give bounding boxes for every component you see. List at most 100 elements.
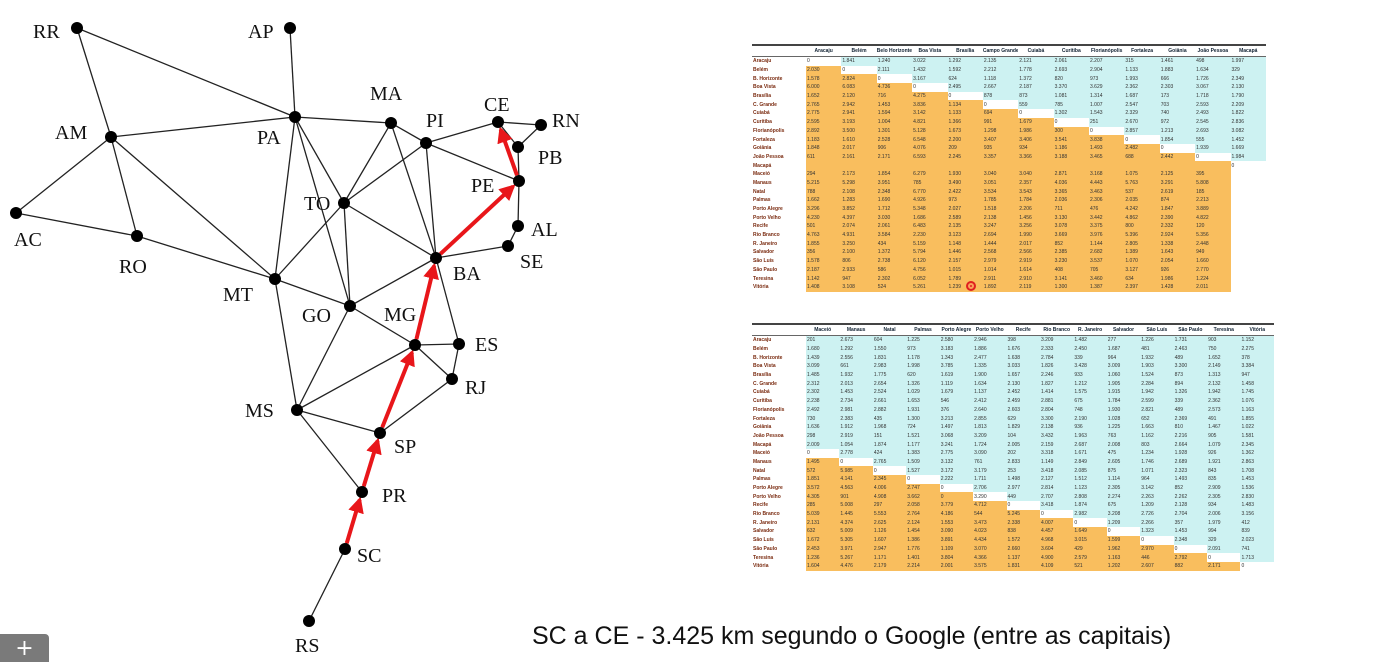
table-cell: 0	[1106, 527, 1141, 536]
table-cell: 2.390	[1159, 213, 1196, 223]
table-cell: 6.770	[912, 187, 948, 196]
table-cell: 1.209	[1140, 501, 1174, 510]
table-cell: 559	[1018, 100, 1054, 110]
table-cell: 1.483	[1240, 501, 1274, 510]
table-cell: 1.942	[1207, 388, 1241, 397]
row-header: João Pessoa	[752, 152, 806, 162]
table-cell: 3.366	[1018, 152, 1054, 162]
table-cell: 1.014	[982, 265, 1019, 275]
column-header: Aracaju	[806, 44, 842, 57]
table-cell: 2.667	[982, 83, 1019, 92]
table-cell: 1.784	[1018, 196, 1054, 205]
table-cell: 3.971	[839, 544, 873, 554]
table-cell: 2.640	[973, 405, 1007, 415]
table-row: Recife 501 2.074 2.061 6.483 2.135 3.247 3.256 3…	[752, 222, 1266, 231]
edge-TO-MT	[274, 202, 345, 280]
table-cell: 2.734	[839, 396, 873, 406]
table-row: Maceió 0 2.778 424 1.383 2.775 3.090 202 3.318 1.…	[752, 448, 1274, 458]
row-header: Macapá	[752, 161, 806, 170]
table-cell: 1.362	[1240, 448, 1274, 458]
table-cell: 2.061	[876, 222, 913, 231]
table-cell: 2.312	[806, 379, 840, 389]
table-cell: 185	[1195, 187, 1231, 196]
table-cell: 3.009	[1106, 362, 1141, 371]
table-cell: 1.454	[906, 527, 940, 536]
table-cell: 906	[876, 143, 913, 153]
table-cell: 6.548	[912, 135, 948, 144]
table-row: R. Janeiro 1.855 3.250 434 5.159 1.148 1.444 2.…	[752, 239, 1266, 249]
table-cell: 2.477	[973, 353, 1007, 363]
table-cell: 202	[1006, 448, 1040, 458]
table-cell: 3.078	[1053, 222, 1089, 231]
table-cell: 1.071	[1140, 466, 1174, 475]
table-cell: 1.521	[906, 431, 940, 441]
table-cell: 3.406	[1018, 135, 1054, 144]
table-cell: 703	[1159, 100, 1196, 110]
edge-MT-MS	[274, 278, 298, 411]
node-label-al: AL	[531, 219, 558, 241]
table-row: Fortaleza 730 2.383 435 1.300 3.213 2.855 629 3.…	[752, 414, 1274, 423]
table-cell: 151	[872, 431, 907, 441]
table-cell: 3.179	[973, 466, 1007, 475]
table-cell: 2.857	[1124, 126, 1160, 136]
edge-PA-TO	[294, 116, 345, 204]
table-cell: 1.148	[947, 239, 983, 249]
row-header: Vitória	[752, 282, 806, 292]
table-cell: 1.550	[872, 344, 907, 354]
table-cell: 1.446	[947, 248, 983, 257]
edge-MS-PR	[296, 409, 363, 493]
edge-RO-MT	[136, 235, 276, 280]
table-cell: 1.432	[912, 65, 948, 75]
table-cell: 1.493	[1089, 143, 1125, 153]
table-cell	[1230, 265, 1266, 275]
table-cell: 5.128	[912, 126, 948, 136]
table-cell: 838	[1006, 527, 1040, 536]
table-cell: 2.159	[1039, 440, 1074, 449]
table-cell: 1.029	[906, 388, 940, 397]
row-header: Porto Velho	[752, 213, 806, 223]
table-cell: 1.841	[841, 56, 877, 66]
node-label-sc: SC	[357, 545, 381, 567]
table-cell	[1053, 161, 1089, 170]
table-cell: 2.670	[1124, 117, 1160, 127]
table-cell: 3.142	[912, 109, 948, 118]
table-cell: 481	[1140, 344, 1174, 354]
table-cell: 2.579	[1073, 553, 1107, 562]
table-cell: 2.017	[841, 143, 877, 153]
column-header: Vitória	[1240, 323, 1274, 336]
table-cell: 3.230	[1053, 256, 1089, 266]
table-cell: 785	[1053, 100, 1089, 110]
table-cell: 1.134	[947, 100, 983, 110]
zoom-in-button[interactable]: +	[0, 634, 49, 662]
table-cell: 3.300	[1039, 414, 1074, 423]
table-cell: 926	[1159, 265, 1196, 275]
table-cell: 1.672	[806, 535, 840, 545]
table-row: São Luís 1.578 806 2.738 6.120 2.157 2.979 2.91…	[752, 256, 1266, 266]
table-cell: 4.006	[872, 483, 907, 493]
table-cell: 1.679	[1018, 117, 1054, 127]
table-cell: 3.442	[1089, 213, 1125, 223]
table-cell: 294	[806, 169, 842, 179]
table-cell: 1.076	[1240, 396, 1274, 406]
table-cell: 1.663	[1140, 422, 1174, 432]
table-cell: 1.326	[1173, 388, 1208, 397]
table-cell: 1.060	[1106, 370, 1141, 380]
table-cell: 1.553	[939, 518, 974, 528]
table-cell: 1.079	[1207, 440, 1241, 449]
node-pr	[356, 486, 368, 498]
table-cell: 1.619	[939, 370, 974, 380]
table-cell: 2.593	[1195, 100, 1231, 110]
table-cell: 3.123	[947, 230, 983, 240]
table-cell: 376	[939, 405, 974, 415]
table-cell: 2.130	[1230, 83, 1266, 92]
table-row: Belém 2.030 0 2.111 1.432 1.592 2.212 1.778 2.69…	[752, 65, 1266, 75]
node-ro	[131, 230, 143, 242]
table-cell: 1.313	[1207, 370, 1241, 380]
table-cell: 4.822	[1195, 213, 1231, 223]
table-cell: 1.594	[876, 109, 913, 118]
table-row: Macapá 2.009 1.054 1.874 1.177 3.241 1.724 2.00…	[752, 440, 1274, 449]
table-cell: 3.460	[1089, 274, 1125, 283]
table-cell	[1230, 204, 1266, 214]
table-cell: 2.814	[1039, 483, 1074, 493]
row-header: Natal	[752, 187, 806, 196]
